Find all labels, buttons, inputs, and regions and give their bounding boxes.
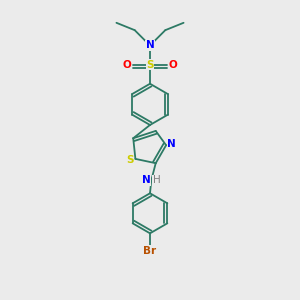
Text: H: H <box>153 175 160 185</box>
Text: S: S <box>126 155 134 165</box>
Text: S: S <box>146 60 154 70</box>
Text: O: O <box>123 60 131 70</box>
Text: N: N <box>167 139 176 149</box>
Text: N: N <box>142 175 150 185</box>
Text: Br: Br <box>143 246 157 256</box>
Text: N: N <box>146 40 154 50</box>
Text: O: O <box>169 60 177 70</box>
